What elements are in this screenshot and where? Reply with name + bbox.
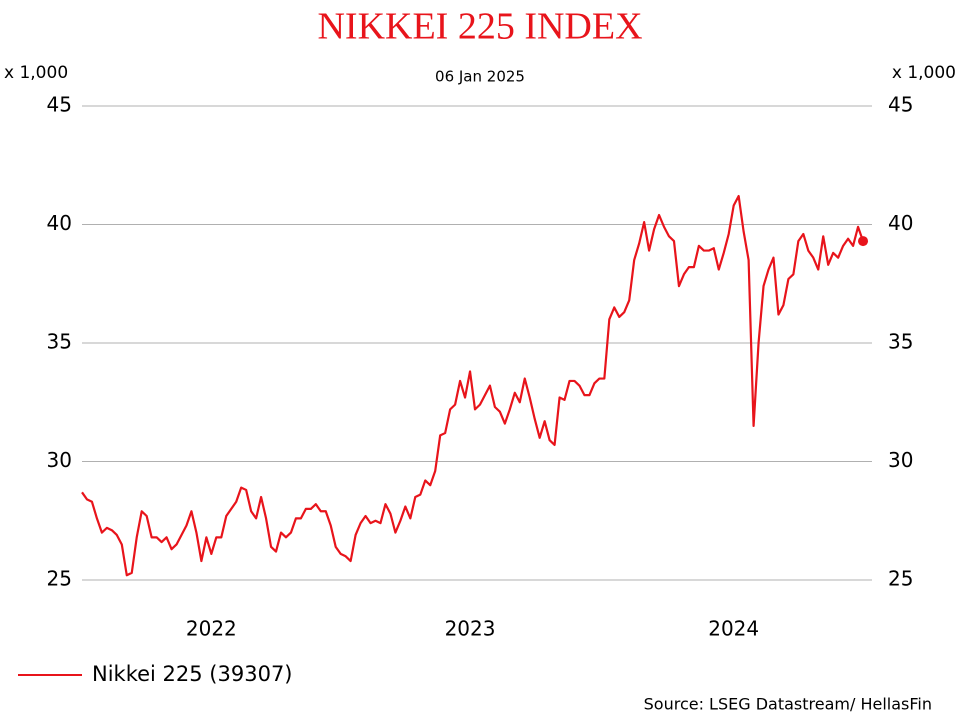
y-tick-label: 25 xyxy=(47,567,72,591)
y2-tick-label: 40 xyxy=(888,211,913,235)
y2-axis-unit: x 1,000 xyxy=(892,63,956,83)
y-axis-unit: x 1,000 xyxy=(4,63,68,83)
y-tick-label: 45 xyxy=(47,93,72,117)
source-note: Source: LSEG Datastream/ HellasFin xyxy=(644,695,932,714)
y-tick-label: 30 xyxy=(47,448,72,472)
y2-tick-label: 45 xyxy=(888,93,913,117)
data-line xyxy=(81,194,865,577)
chart-title: NIKKEI 225 INDEX xyxy=(317,6,642,48)
y2-tick-label: 30 xyxy=(888,448,913,472)
chart-subtitle: 06 Jan 2025 xyxy=(435,68,525,86)
x-tick-label: 2022 xyxy=(186,617,237,641)
last-point xyxy=(858,236,869,247)
y-tick-label: 40 xyxy=(47,211,72,235)
x-tick-label: 2024 xyxy=(708,617,759,641)
legend-label: Nikkei 225 (39307) xyxy=(92,662,293,686)
y-tick-label: 35 xyxy=(47,330,72,354)
y2-tick-label: 35 xyxy=(888,330,913,354)
x-tick-label: 2023 xyxy=(445,617,496,641)
y2-tick-label: 25 xyxy=(888,567,913,591)
